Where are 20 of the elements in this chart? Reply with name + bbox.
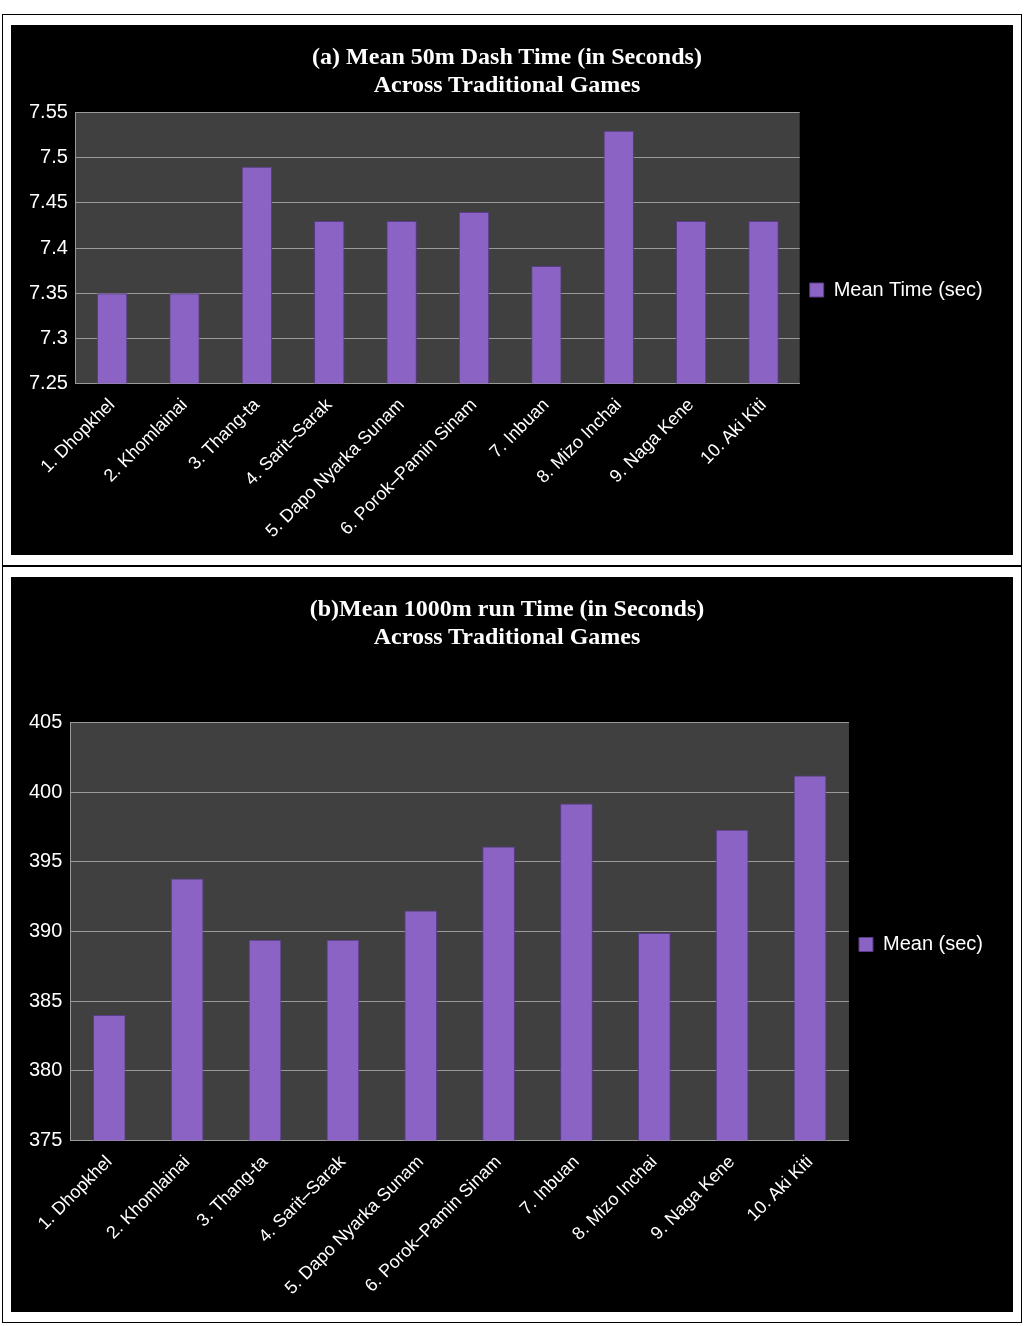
y-tick-label: 380	[28, 1058, 63, 1081]
y-tick-label: 390	[28, 919, 63, 942]
legend-label: Mean Time (sec)	[833, 277, 983, 300]
y-tick-label: 7.4	[40, 235, 68, 258]
y-tick-label: 395	[28, 849, 63, 872]
y-tick-label: 7.25	[28, 370, 68, 393]
y-tick-label: 385	[28, 988, 63, 1011]
y-tick-label: 7.55	[28, 100, 68, 123]
legend-label: Mean (sec)	[882, 932, 983, 955]
chart-title: (b)Mean 1000m run Time (in Seconds) Across Traditional Games	[309, 594, 705, 650]
y-tick-label: 7.3	[40, 325, 68, 348]
x-tick-label: 10. Aki Kiti	[696, 394, 770, 468]
y-tick-label: 7.5	[40, 145, 68, 168]
y-tick-label: 7.35	[28, 280, 68, 303]
x-tick-label: 10. Aki Kiti	[742, 1151, 817, 1225]
y-tick-label: 7.45	[28, 190, 68, 213]
y-tick-label: 375	[28, 1127, 63, 1150]
chart-title: (a) Mean 50m Dash Time (in Seconds) Across Traditional Games	[312, 42, 702, 98]
y-tick-label: 405	[28, 710, 63, 733]
y-tick-label: 400	[28, 779, 63, 802]
